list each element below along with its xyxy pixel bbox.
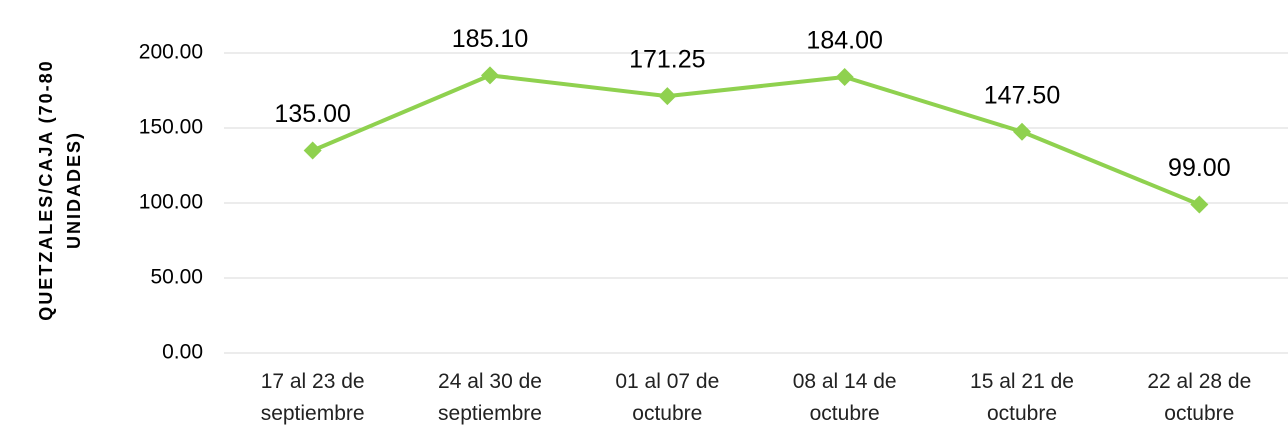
marker xyxy=(303,141,322,160)
y-axis-title: QUETZALES/CAJA (70-80 UNIDADES) xyxy=(36,59,84,321)
y-tick-label: 0.00 xyxy=(162,341,203,364)
x-tick-label: 01 al 07 de octubre xyxy=(615,370,720,425)
data-label: 147.50 xyxy=(984,81,1060,109)
x-tick-label: 17 al 23 de septiembre xyxy=(260,370,365,425)
x-tick-label: 15 al 21 de octubre xyxy=(970,370,1074,425)
marker xyxy=(658,87,677,106)
x-tick-label: 24 al 30 de septiembre xyxy=(438,370,542,425)
x-tick-label: 08 al 14 de octubre xyxy=(792,370,897,425)
data-label: 185.10 xyxy=(452,25,528,53)
y-tick-label: 50.00 xyxy=(150,266,203,289)
data-label: 184.00 xyxy=(806,27,882,55)
marker xyxy=(481,66,499,85)
data-label: 135.00 xyxy=(274,100,350,128)
y-tick-label: 100.00 xyxy=(139,191,203,214)
marker xyxy=(835,68,854,86)
data-label: 171.25 xyxy=(629,46,705,74)
line xyxy=(311,73,1201,207)
y-tick-label: 150.00 xyxy=(139,116,203,139)
marker xyxy=(1190,195,1209,214)
x-tick-label: 22 al 28 de octubre xyxy=(1147,370,1252,425)
y-tick-label: 200.00 xyxy=(139,41,203,64)
marker xyxy=(1013,122,1031,141)
data-label: 99.00 xyxy=(1168,154,1231,182)
